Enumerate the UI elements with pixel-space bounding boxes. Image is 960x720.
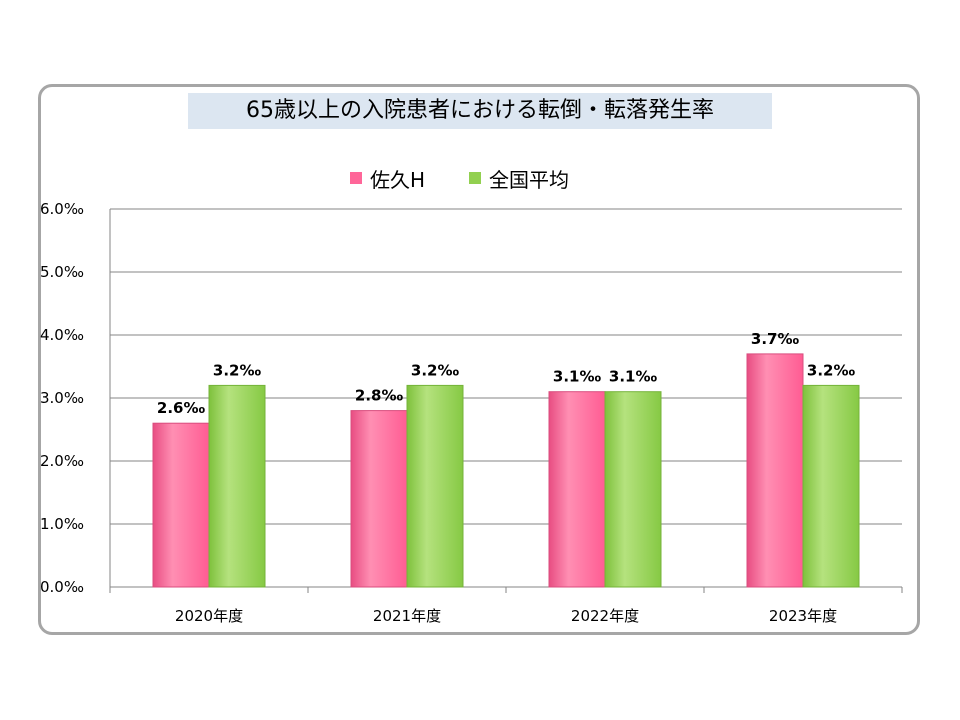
data-label: 3.2‰ <box>807 361 856 379</box>
bar-saku <box>350 410 408 588</box>
y-tick-label: 6.0‰ <box>40 200 84 218</box>
bar-saku <box>152 422 210 588</box>
data-label: 3.2‰ <box>213 361 262 379</box>
y-tick-label: 3.0‰ <box>40 389 84 407</box>
bar-saku <box>746 353 804 588</box>
y-tick-label: 4.0‰ <box>40 326 84 344</box>
data-label: 2.8‰ <box>355 387 404 405</box>
x-category-label: 2020年度 <box>175 607 243 625</box>
bar-national <box>604 391 662 588</box>
data-label: 3.7‰ <box>751 330 800 348</box>
legend: 佐久H 全国平均 <box>350 164 613 193</box>
data-label: 3.1‰ <box>553 368 602 386</box>
y-tick-label: 0.0‰ <box>40 578 84 596</box>
legend-swatch-national <box>469 172 482 184</box>
x-category-label: 2022年度 <box>571 607 639 625</box>
bar-saku <box>548 391 606 588</box>
bar-national <box>406 384 464 588</box>
y-tick-label: 1.0‰ <box>40 515 84 533</box>
data-label: 3.2‰ <box>411 361 460 379</box>
legend-item-saku: 佐久H <box>350 164 425 193</box>
data-label: 2.6‰ <box>157 399 206 417</box>
x-category-label: 2021年度 <box>373 607 441 625</box>
legend-label-national: 全国平均 <box>489 167 570 192</box>
legend-label-saku: 佐久H <box>370 167 426 192</box>
y-tick-label: 2.0‰ <box>40 452 84 470</box>
legend-swatch-saku <box>350 172 362 184</box>
legend-item-national: 全国平均 <box>469 164 569 193</box>
chart-title: 65歳以上の入院患者における転倒・転落発生率 <box>188 93 772 129</box>
data-label: 3.1‰ <box>609 368 658 386</box>
y-tick-label: 5.0‰ <box>40 263 84 281</box>
bar-national <box>802 384 860 588</box>
bar-national <box>208 384 266 588</box>
x-category-label: 2023年度 <box>769 607 837 625</box>
